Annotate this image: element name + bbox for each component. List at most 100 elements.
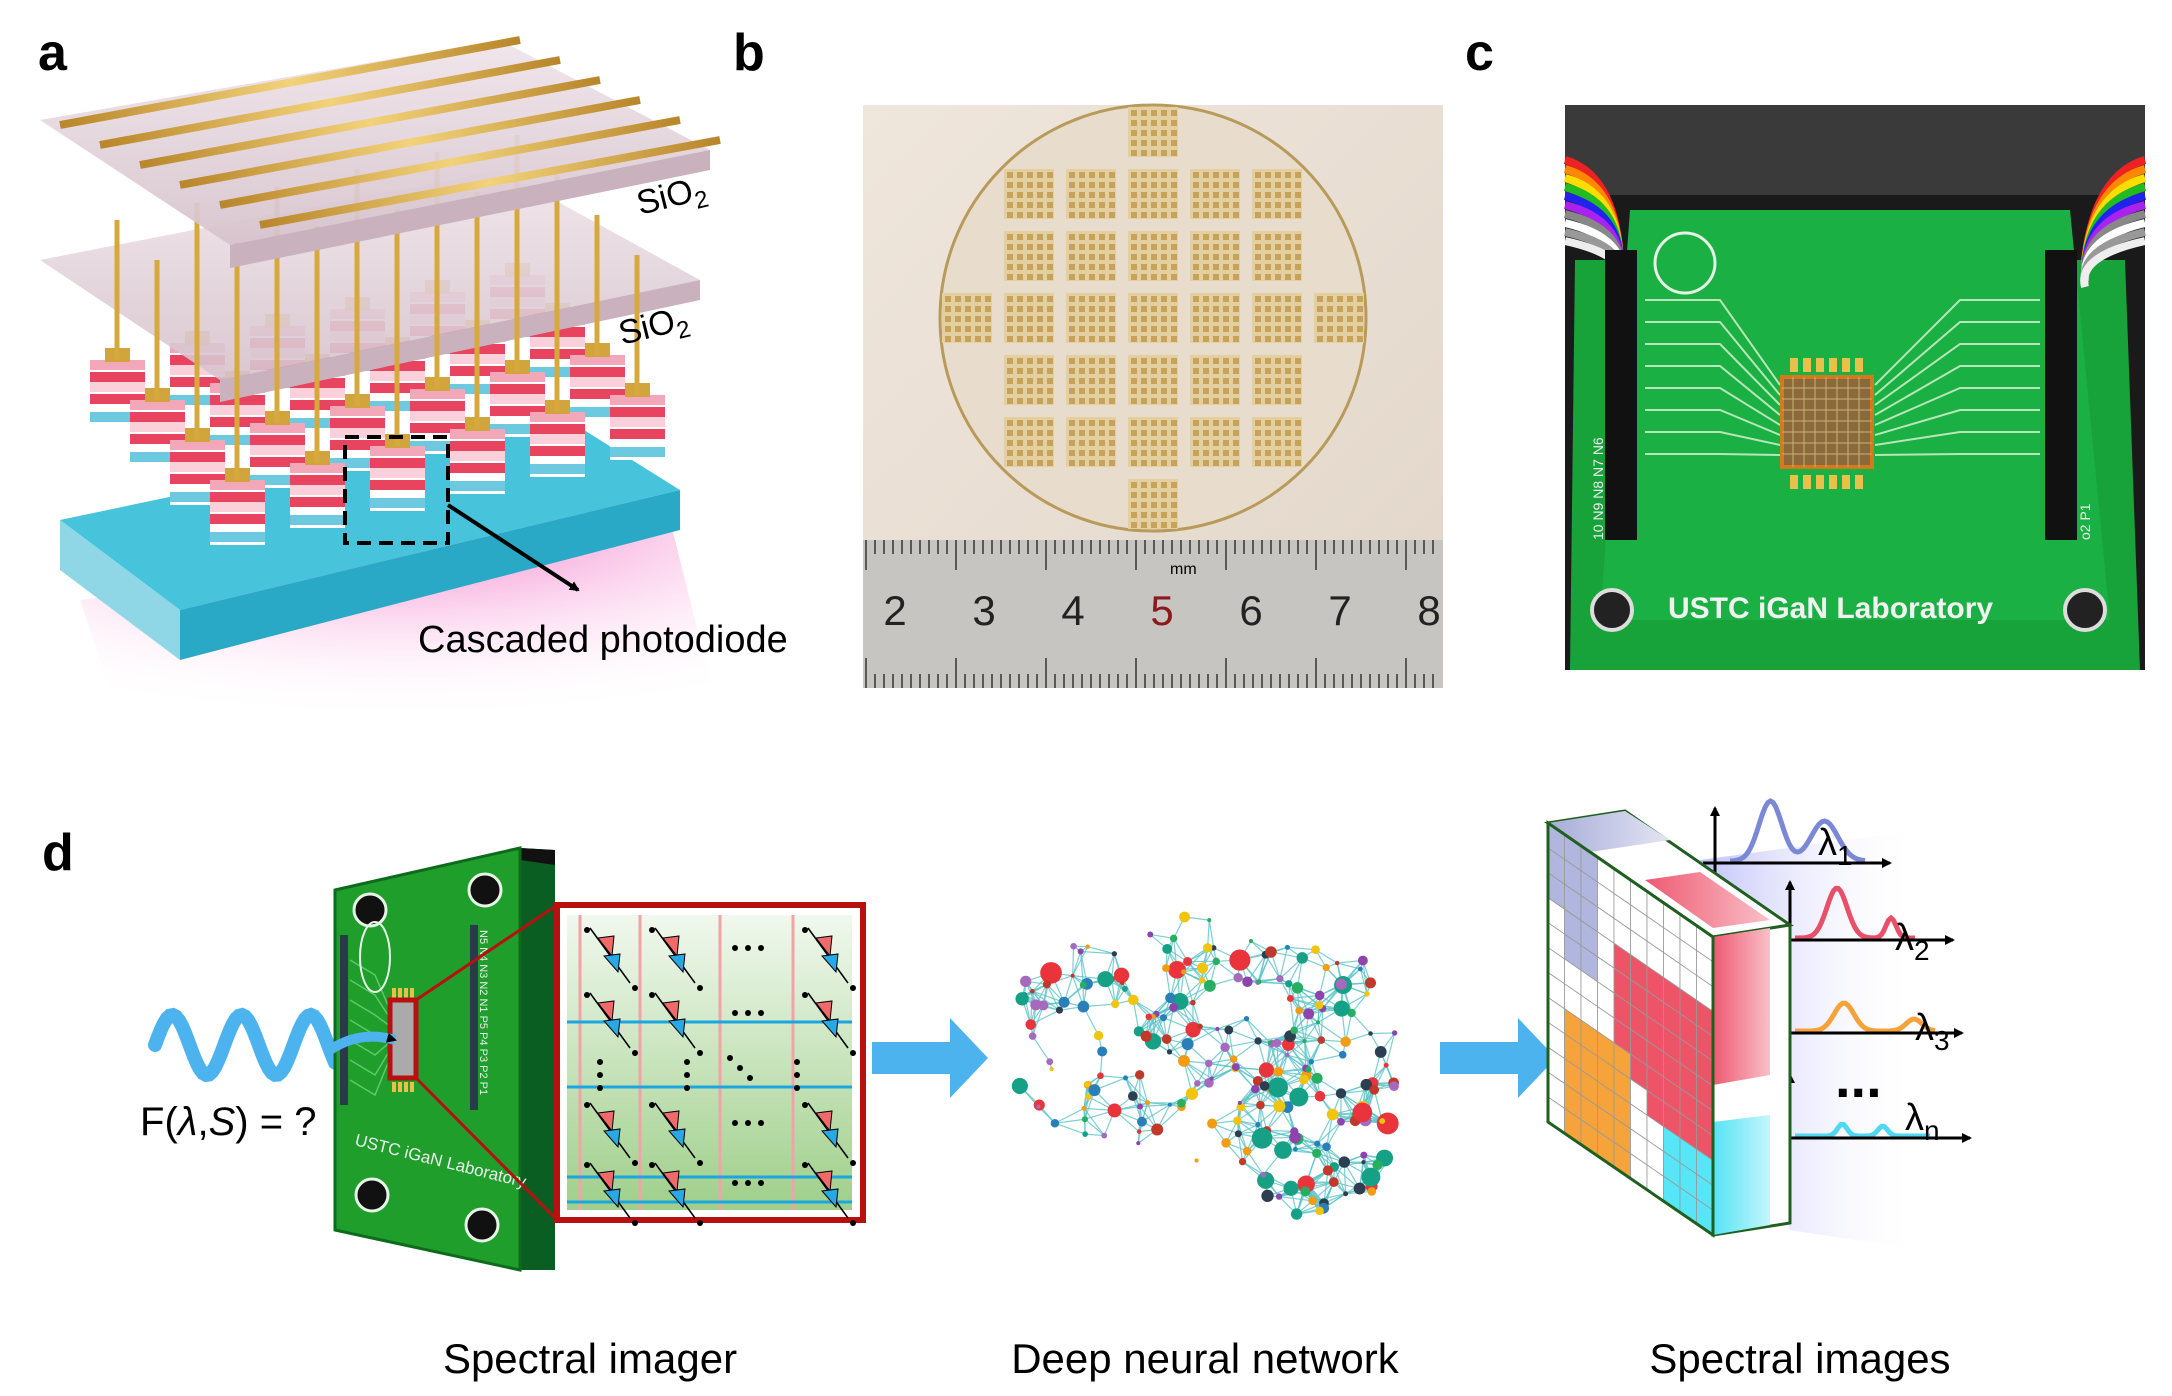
- spectrum-curve: [1795, 1121, 1930, 1139]
- die: [1252, 169, 1302, 219]
- photodiode-symbol: [584, 1102, 638, 1166]
- network-node: [1322, 963, 1330, 972]
- network-node: [1238, 1158, 1247, 1166]
- board-text: USTC iGaN Laboratory: [1668, 592, 1993, 625]
- network-node: [1085, 1093, 1092, 1100]
- die: [1004, 417, 1054, 467]
- network-node: [1162, 964, 1170, 972]
- network-node: [1295, 1006, 1303, 1015]
- network-node: [1169, 934, 1178, 943]
- ruler-number: 6: [1239, 587, 1262, 634]
- photodiode-pillar: [450, 417, 505, 494]
- gold-line: [139, 76, 601, 169]
- flow-arrow-2: [1440, 1018, 1556, 1098]
- spectrum-curve: [1794, 885, 1916, 941]
- network-node: [1389, 1081, 1399, 1092]
- network-node: [1190, 999, 1196, 1006]
- network-node: [1364, 977, 1376, 989]
- network-node: [1127, 1091, 1138, 1101]
- network-node: [1070, 973, 1075, 978]
- photodiode-symbol: [649, 992, 703, 1056]
- network-node: [1258, 1062, 1275, 1078]
- network-node: [1311, 1072, 1323, 1084]
- network-node: [1049, 1066, 1054, 1072]
- pin-labels-left: 10 N9 N8 N7 N6: [1590, 437, 1606, 540]
- network-node: [1169, 1002, 1179, 1012]
- network-node: [1290, 1208, 1303, 1220]
- network-node: [1293, 1146, 1298, 1152]
- sensor-chip: [1780, 375, 1874, 469]
- network-node: [1161, 1034, 1172, 1044]
- die: [1004, 355, 1054, 405]
- deep-neural-network-brain: [1011, 911, 1399, 1220]
- panel-label-a: a: [38, 24, 68, 82]
- network-node: [1285, 980, 1293, 988]
- network-node: [1314, 1140, 1321, 1147]
- network-node: [1308, 1058, 1315, 1065]
- network-node: [1166, 1049, 1173, 1055]
- network-node: [1137, 1103, 1144, 1110]
- network-node: [1136, 1141, 1141, 1146]
- university-logo: [359, 921, 391, 993]
- ruler-number: 8: [1417, 587, 1440, 634]
- network-node: [1337, 1117, 1345, 1126]
- panel-c: c USTC iGaN Laboratory 10 N9 N8 N7 N6 o2…: [1465, 24, 2147, 670]
- dashed-highlight-box: [343, 435, 450, 545]
- network-node: [1137, 1116, 1147, 1127]
- network-node: [1361, 1167, 1381, 1187]
- network-node: [1296, 952, 1309, 964]
- network-node: [1136, 1129, 1142, 1134]
- network-node: [1212, 957, 1220, 966]
- caption-spectral-images: Spectral images: [1649, 1335, 1950, 1382]
- network-node: [1221, 1138, 1231, 1148]
- network-node: [1079, 981, 1087, 989]
- ruler-unit: mm: [1170, 561, 1197, 578]
- network-node: [1077, 948, 1084, 955]
- network-node: [1194, 1080, 1201, 1087]
- photodiode-symbol: [802, 992, 856, 1056]
- network-node: [1260, 1171, 1267, 1178]
- photodiode-pillar: [90, 348, 145, 425]
- network-node: [1236, 1102, 1246, 1112]
- photodiode-symbol: [584, 927, 638, 991]
- network-node: [1040, 962, 1062, 984]
- photodiode-pillar: [130, 388, 185, 465]
- network-node: [1358, 966, 1363, 972]
- network-node: [1036, 1104, 1041, 1109]
- panel-b: b mm 2 3 4 5 6 7 8: [733, 24, 1443, 688]
- network-node: [1181, 1038, 1194, 1051]
- caption-deep-neural-network: Deep neural network: [1011, 1335, 1400, 1382]
- network-node: [1207, 918, 1212, 923]
- network-node: [1181, 969, 1187, 975]
- die: [1128, 293, 1178, 343]
- network-node: [1334, 960, 1340, 966]
- network-node: [1302, 1038, 1307, 1044]
- network-node: [1197, 1023, 1203, 1030]
- network-node: [1135, 1070, 1145, 1080]
- university-logo: [1653, 231, 1717, 295]
- die: [1128, 417, 1178, 467]
- photodiode-symbol: [802, 1102, 856, 1166]
- network-node: [1081, 1105, 1087, 1111]
- die: [1252, 417, 1302, 467]
- ruler-numbers: 2 3 4 5 6 7 8: [883, 587, 1440, 634]
- network-node: [1233, 1116, 1242, 1125]
- spectrum-1: λ1: [1703, 798, 1892, 873]
- network-node: [1305, 1066, 1312, 1073]
- die: [1190, 169, 1240, 219]
- equation-label: F(λ,S) = ?: [140, 1100, 316, 1144]
- network-node: [1082, 1131, 1088, 1137]
- network-node: [1335, 978, 1348, 990]
- wavelength-label: λ2: [1895, 917, 1930, 966]
- gold-line: [59, 36, 521, 129]
- network-node: [1058, 996, 1070, 1008]
- pixel-array-zoom: [554, 902, 866, 1226]
- network-node: [1376, 1112, 1399, 1135]
- network-node: [1242, 976, 1253, 987]
- network-node: [1194, 1158, 1199, 1163]
- network-node: [1185, 1022, 1201, 1038]
- wavelength-label: λ1: [1818, 822, 1853, 871]
- ruler-number: 7: [1328, 587, 1351, 634]
- wavelength-label: λ3: [1915, 1007, 1950, 1056]
